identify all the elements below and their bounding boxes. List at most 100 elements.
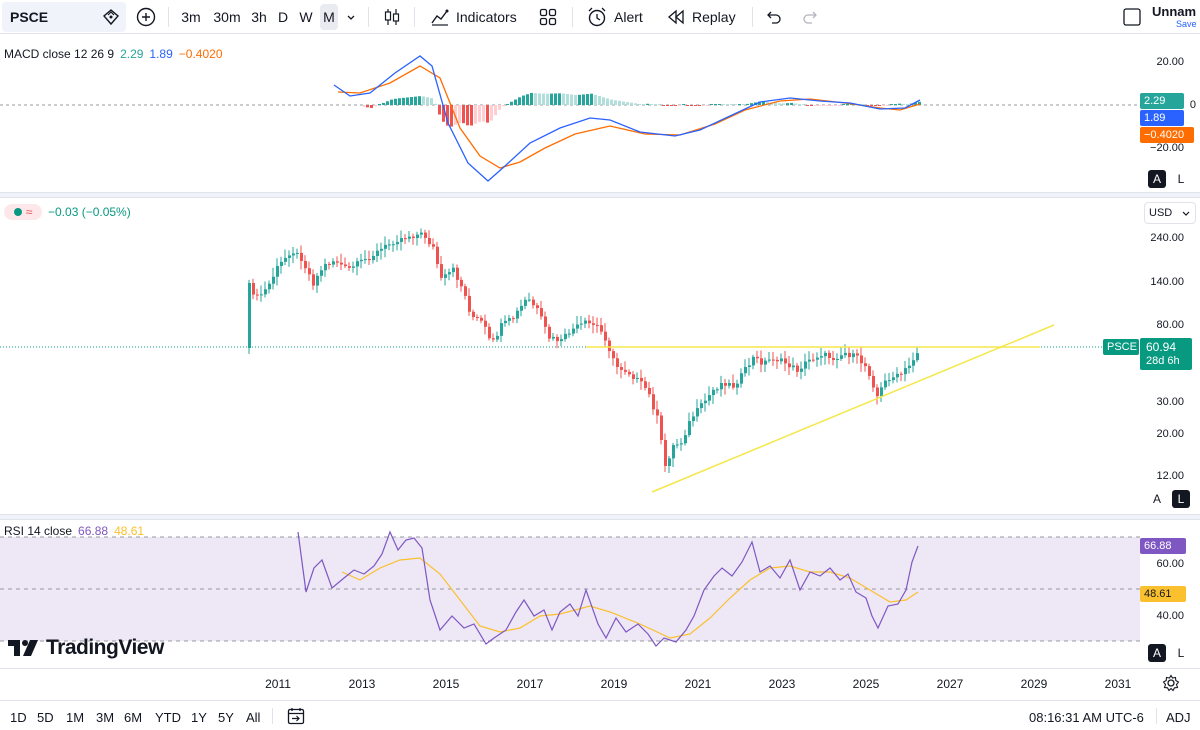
range-6m[interactable]: 6M: [124, 710, 143, 725]
interval-w[interactable]: W: [299, 9, 313, 25]
candle-body: [808, 359, 811, 362]
candle-body: [632, 374, 635, 379]
tradingview-logo[interactable]: TradingView: [8, 636, 164, 660]
rsi-legend[interactable]: RSI 14 close 66.88 48.61: [4, 524, 144, 538]
interval-d[interactable]: D: [277, 9, 289, 25]
macd-histogram-bar: [602, 97, 605, 105]
layout-button[interactable]: [1122, 0, 1142, 34]
candle-body: [772, 359, 775, 361]
candle-body: [584, 320, 587, 324]
macd-histogram-bar: [878, 105, 881, 106]
pane-separator[interactable]: [0, 514, 1200, 520]
candle-body: [684, 435, 687, 444]
undo-icon: [767, 11, 781, 24]
candle-body: [900, 373, 903, 375]
range-5d[interactable]: 5D: [37, 710, 54, 725]
pane-separator[interactable]: [0, 192, 1200, 198]
replay-button[interactable]: Replay: [666, 0, 736, 34]
macd-histogram-bar: [590, 93, 593, 105]
range-1y[interactable]: 1Y: [191, 710, 207, 725]
macd-histogram-bar: [382, 102, 385, 105]
macd-histogram-bar: [454, 105, 457, 125]
candle-body: [396, 241, 399, 245]
candle-body: [308, 268, 311, 275]
candle-body: [876, 387, 879, 397]
interval-3m[interactable]: 3m: [181, 9, 201, 25]
macd-histogram-bar: [690, 105, 693, 106]
adjust-toggle[interactable]: ADJ: [1166, 710, 1191, 725]
price-legend[interactable]: ≈ −0.03 (−0.05%): [4, 204, 131, 220]
rsi-pane[interactable]: RSI 14 close 66.88 48.61 TradingView: [0, 520, 1140, 668]
price-scale-label: 12.00: [1156, 470, 1184, 482]
intervals-dropdown[interactable]: [345, 0, 357, 34]
macd-histogram-bar: [502, 105, 505, 107]
candle-body: [256, 294, 259, 296]
range-ytd[interactable]: YTD: [155, 710, 181, 725]
rsi-scale[interactable]: 60.00 40.00 A L: [1140, 520, 1200, 668]
chart-settings-button[interactable]: [1162, 674, 1180, 697]
candle-body: [700, 403, 703, 409]
macd-auto-scale-button[interactable]: A: [1148, 170, 1166, 188]
macd-histogram-bar: [766, 101, 769, 105]
price-scale[interactable]: USD 240.00 140.00 80.00 30.00 20.00 12.0…: [1140, 198, 1200, 514]
currency-select[interactable]: USD: [1144, 202, 1196, 224]
layout-square-icon: [1123, 8, 1141, 26]
candle-body: [456, 267, 459, 280]
macd-histogram-bar: [470, 105, 473, 126]
candle-body: [508, 318, 511, 321]
candle-body: [868, 366, 871, 376]
compare-diamond-icon[interactable]: [102, 8, 120, 29]
macd-histogram-bar: [774, 102, 777, 105]
candle-body: [880, 387, 883, 397]
interval-3h[interactable]: 3h: [251, 9, 267, 25]
layout-name[interactable]: Unnam: [1152, 4, 1197, 19]
symbol-search-button[interactable]: PSCE: [2, 2, 126, 32]
indicators-button[interactable]: Indicators: [430, 0, 517, 34]
candle-body: [448, 272, 451, 275]
candle-body: [412, 236, 415, 239]
rsi-auto-scale-button[interactable]: A: [1148, 644, 1166, 662]
save-link[interactable]: Save: [1176, 19, 1197, 29]
price-pane[interactable]: ≈ −0.03 (−0.05%): [0, 198, 1140, 514]
alert-button[interactable]: Alert: [586, 0, 643, 34]
candle-body: [476, 317, 479, 319]
range-1d[interactable]: 1D: [10, 710, 27, 725]
range-5y[interactable]: 5Y: [218, 710, 234, 725]
legend-toggle[interactable]: ≈: [4, 204, 42, 220]
templates-button[interactable]: [538, 0, 558, 34]
range-all[interactable]: All: [246, 710, 261, 725]
candle-body: [452, 267, 455, 273]
go-to-date-button[interactable]: [286, 706, 306, 730]
range-1m[interactable]: 1M: [66, 710, 85, 725]
time-axis[interactable]: 2011 2013 2015 2017 2019 2021 2023 2025 2027 2029…: [0, 668, 1200, 696]
macd-price-scale[interactable]: 20.00 0 −20.00 A L: [1140, 38, 1200, 192]
bar-countdown: 28d 6h: [1146, 355, 1180, 367]
macd-histogram-bar: [846, 104, 849, 105]
candle-body: [812, 359, 815, 361]
macd-histogram-bar: [622, 101, 625, 105]
macd-legend[interactable]: MACD close 12 26 9 2.29 1.89 −0.4020: [4, 47, 223, 61]
rsi-log-scale-button[interactable]: L: [1177, 646, 1185, 660]
price-auto-scale-button[interactable]: A: [1152, 492, 1161, 506]
candle-body: [592, 323, 595, 325]
macd-histogram-bar: [430, 98, 433, 105]
macd-histogram-bar: [698, 105, 701, 107]
macd-histogram-bar: [718, 104, 721, 105]
candle-body: [656, 409, 659, 416]
range-3m[interactable]: 3M: [96, 710, 115, 725]
candle-body: [896, 373, 899, 378]
macd-histogram-bar: [762, 101, 765, 105]
interval-m[interactable]: M: [320, 4, 338, 30]
clock[interactable]: 08:16:31 AM UTC-6: [1029, 710, 1144, 725]
chart-type-button[interactable]: [382, 0, 402, 34]
undo-button[interactable]: [764, 0, 782, 34]
macd-log-scale-button[interactable]: L: [1177, 172, 1185, 186]
redo-button[interactable]: [802, 0, 820, 34]
macd-pane[interactable]: MACD close 12 26 9 2.29 1.89 −0.4020: [0, 38, 1140, 192]
add-symbol-button[interactable]: [136, 0, 156, 34]
price-log-scale-button[interactable]: L: [1172, 490, 1190, 508]
candle-body: [688, 421, 691, 436]
candle-body: [340, 262, 343, 265]
candle-body: [384, 244, 387, 249]
interval-30m[interactable]: 30m: [213, 9, 241, 25]
